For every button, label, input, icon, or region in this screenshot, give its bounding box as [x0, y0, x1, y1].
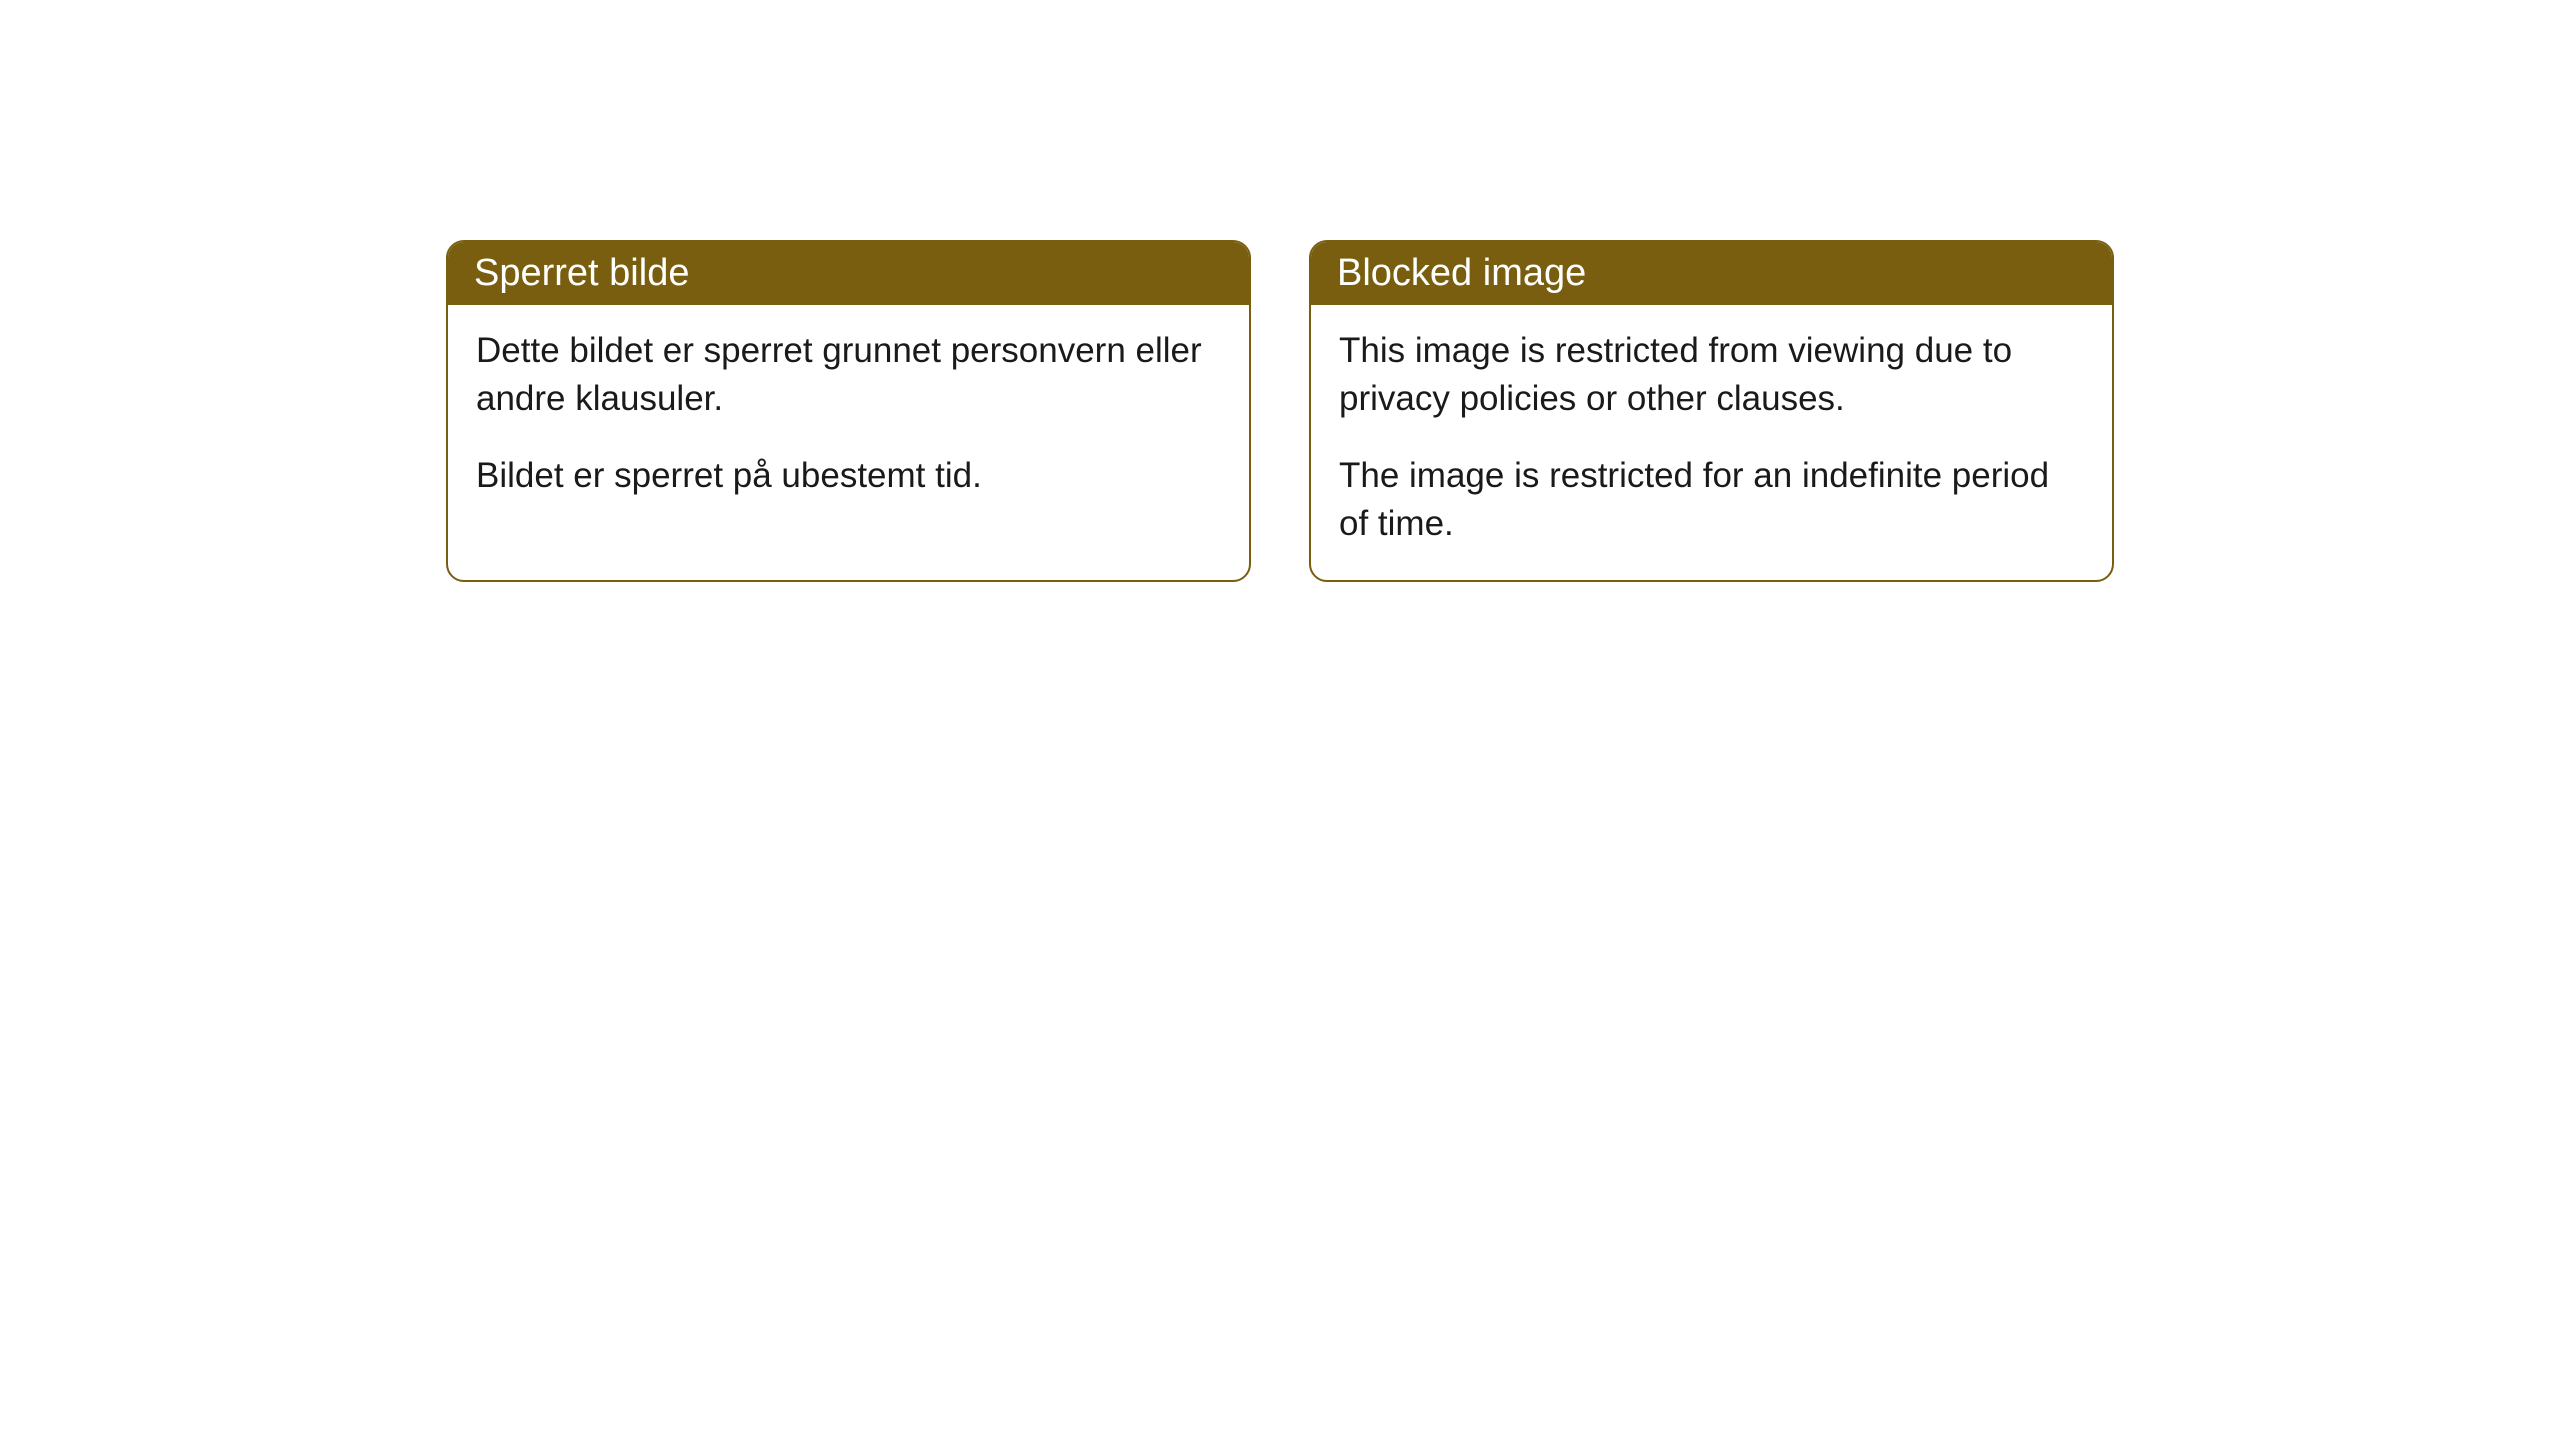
card-container: Sperret bilde Dette bildet er sperret gr…: [0, 240, 2560, 582]
card-header-english: Blocked image: [1311, 242, 2112, 305]
card-body-english: This image is restricted from viewing du…: [1311, 305, 2112, 580]
card-paragraph: This image is restricted from viewing du…: [1339, 327, 2084, 424]
card-paragraph: Dette bildet er sperret grunnet personve…: [476, 327, 1221, 424]
card-header-norwegian: Sperret bilde: [448, 242, 1249, 305]
card-paragraph: Bildet er sperret på ubestemt tid.: [476, 452, 1221, 500]
card-paragraph: The image is restricted for an indefinit…: [1339, 452, 2084, 549]
card-body-norwegian: Dette bildet er sperret grunnet personve…: [448, 305, 1249, 532]
card-title: Blocked image: [1337, 252, 1586, 294]
card-english: Blocked image This image is restricted f…: [1309, 240, 2114, 582]
card-title: Sperret bilde: [474, 252, 689, 294]
card-norwegian: Sperret bilde Dette bildet er sperret gr…: [446, 240, 1251, 582]
